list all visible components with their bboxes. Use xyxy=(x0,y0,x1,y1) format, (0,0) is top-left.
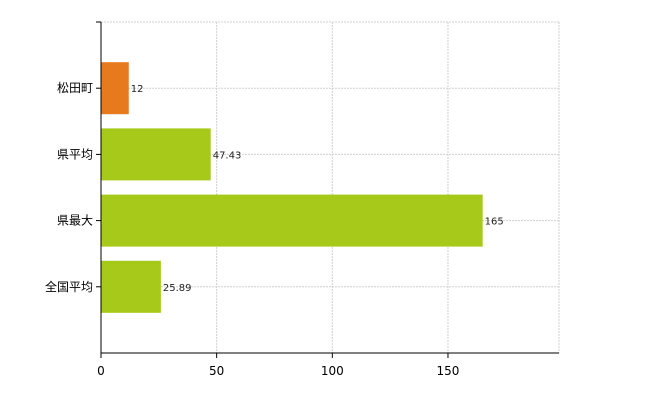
category-label: 県平均 xyxy=(57,147,93,161)
data-label: 12 xyxy=(131,84,144,95)
x-tick-label: 0 xyxy=(97,364,105,378)
x-tick-label: 100 xyxy=(321,364,344,378)
category-label: 松田町 xyxy=(57,81,93,95)
category-label: 全国平均 xyxy=(45,279,93,294)
bar xyxy=(101,194,483,247)
category-label: 県最大 xyxy=(57,214,93,228)
x-tick-label: 50 xyxy=(209,364,224,378)
bar xyxy=(101,128,211,181)
data-label: 165 xyxy=(485,217,504,228)
x-tick-label: 150 xyxy=(437,364,460,378)
data-label: 25.89 xyxy=(163,283,192,294)
bar xyxy=(101,260,161,313)
data-label: 47.43 xyxy=(213,150,242,161)
bar xyxy=(101,62,129,115)
